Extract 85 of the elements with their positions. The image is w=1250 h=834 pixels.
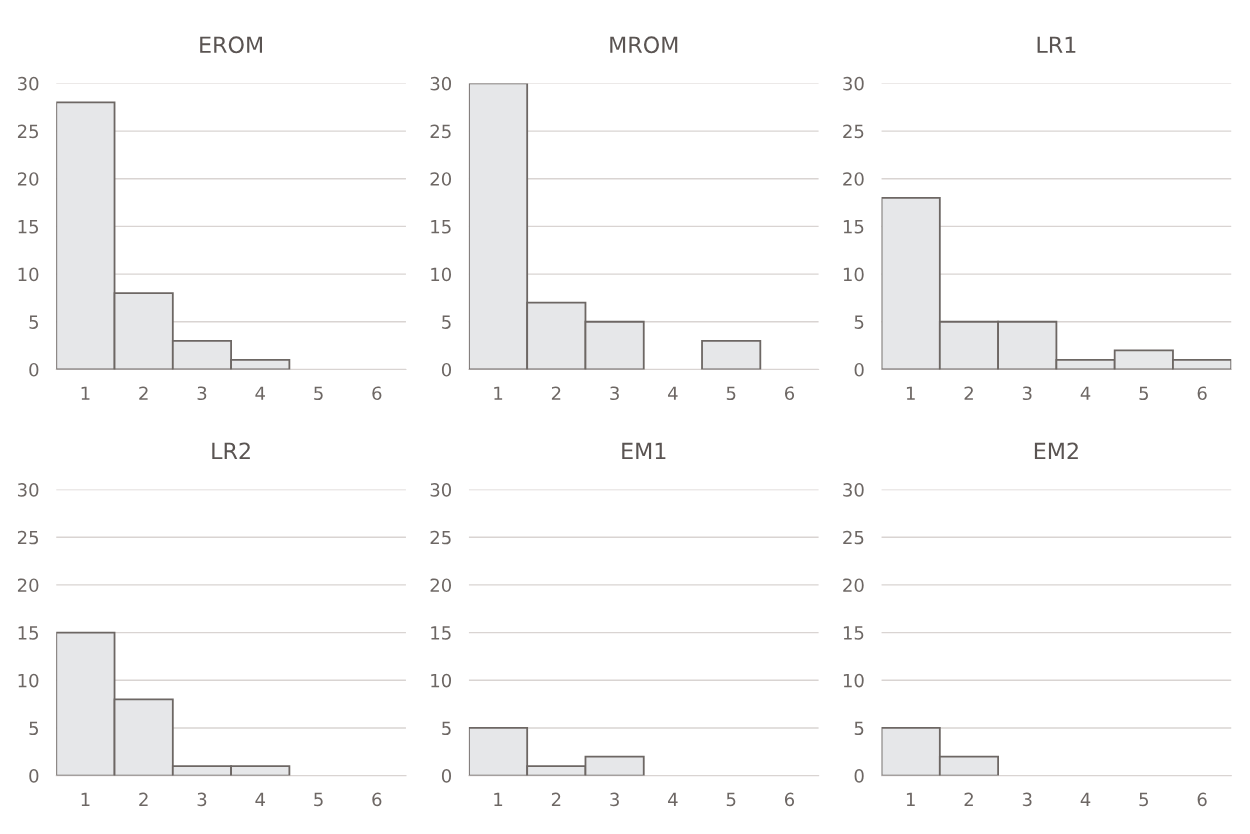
- x-tick-label: 4: [1080, 386, 1091, 400]
- y-tick-label: 0: [854, 769, 864, 783]
- chart-title: EM2: [1034, 442, 1078, 460]
- y-tick-label: 5: [854, 315, 864, 329]
- y-tick-label: 5: [29, 315, 39, 329]
- y-tick-label: 5: [29, 721, 39, 736]
- y-tick-label: 5: [442, 721, 451, 736]
- x-tick-label: 4: [668, 386, 678, 400]
- y-tick-label: 10: [843, 673, 864, 688]
- y-tick-label: 15: [18, 626, 39, 640]
- y-tick-label: 30: [843, 483, 864, 497]
- x-tick-label: 4: [668, 792, 678, 807]
- x-tick-label: 3: [610, 386, 619, 401]
- y-tick-label: 25: [17, 124, 39, 139]
- x-tick-label: 4: [255, 792, 265, 807]
- x-tick-label: 3: [197, 386, 207, 401]
- x-tick-label: 3: [1022, 792, 1032, 807]
- y-tick-label: 10: [431, 267, 452, 282]
- chart-title: MROM: [610, 36, 678, 54]
- y-tick-label: 20: [843, 172, 864, 186]
- y-tick-label: 25: [430, 530, 451, 545]
- y-tick-label: 10: [18, 267, 39, 282]
- x-tick-label: 1: [81, 386, 90, 400]
- x-tick-label: 2: [964, 386, 973, 400]
- x-tick-label: 5: [314, 792, 323, 807]
- x-tick-label: 2: [551, 386, 561, 400]
- y-tick-label: 15: [431, 626, 451, 640]
- y-tick-label: 0: [441, 362, 452, 377]
- y-tick-label: 0: [29, 769, 39, 783]
- y-tick-label: 5: [442, 315, 451, 329]
- x-tick-label: 1: [494, 386, 503, 400]
- y-tick-label: 10: [18, 673, 39, 688]
- y-tick-label: 25: [843, 530, 864, 545]
- x-tick-label: 5: [1139, 386, 1148, 401]
- y-tick-label: 25: [843, 124, 864, 139]
- x-tick-label: 5: [314, 386, 323, 401]
- y-tick-label: 25: [430, 124, 451, 139]
- y-tick-label: 20: [17, 172, 39, 186]
- x-tick-label: 2: [551, 792, 561, 807]
- y-tick-label: 30: [430, 76, 452, 91]
- x-tick-label: 4: [1080, 792, 1091, 807]
- y-tick-label: 15: [431, 220, 451, 234]
- x-tick-label: 1: [81, 792, 90, 807]
- y-tick-label: 5: [854, 721, 864, 736]
- x-tick-label: 6: [372, 792, 382, 807]
- x-tick-label: 1: [906, 792, 915, 807]
- x-tick-label: 6: [784, 792, 795, 807]
- y-tick-label: 30: [17, 76, 39, 91]
- y-tick-label: 10: [843, 267, 864, 282]
- y-tick-label: 30: [843, 76, 864, 91]
- y-tick-label: 0: [854, 362, 864, 377]
- y-tick-label: 15: [843, 626, 864, 640]
- y-tick-label: 15: [843, 220, 864, 234]
- x-tick-label: 6: [372, 386, 382, 401]
- y-tick-label: 0: [29, 362, 39, 377]
- x-tick-label: 6: [784, 386, 795, 401]
- y-tick-label: 25: [17, 530, 39, 545]
- y-tick-label: 20: [843, 578, 864, 593]
- x-tick-label: 3: [197, 792, 207, 807]
- chart-title: EROM: [200, 36, 262, 54]
- x-tick-label: 2: [139, 386, 148, 400]
- x-tick-label: 2: [964, 792, 973, 807]
- x-tick-label: 3: [1022, 386, 1032, 401]
- chart-title: EM1: [622, 442, 666, 460]
- x-tick-label: 3: [610, 792, 619, 807]
- x-tick-label: 6: [1197, 386, 1207, 401]
- x-tick-label: 4: [255, 386, 265, 400]
- chart-title: LR1: [1037, 36, 1076, 53]
- x-tick-label: 1: [494, 792, 503, 807]
- x-tick-label: 2: [139, 792, 148, 807]
- y-tick-label: 15: [18, 220, 39, 234]
- x-tick-label: 1: [906, 386, 915, 400]
- x-tick-label: 6: [1197, 792, 1207, 807]
- x-tick-label: 5: [1139, 792, 1148, 807]
- x-tick-label: 5: [726, 386, 736, 401]
- x-tick-label: 5: [726, 792, 736, 807]
- y-tick-label: 20: [17, 578, 39, 593]
- chart-title: LR2: [212, 442, 250, 460]
- bar: [701, 339, 762, 370]
- y-tick-label: 30: [17, 483, 39, 497]
- y-tick-label: 0: [441, 769, 452, 783]
- y-tick-label: 30: [430, 483, 452, 497]
- y-tick-label: 10: [431, 673, 452, 688]
- y-tick-label: 20: [430, 172, 452, 186]
- y-tick-label: 20: [430, 578, 452, 593]
